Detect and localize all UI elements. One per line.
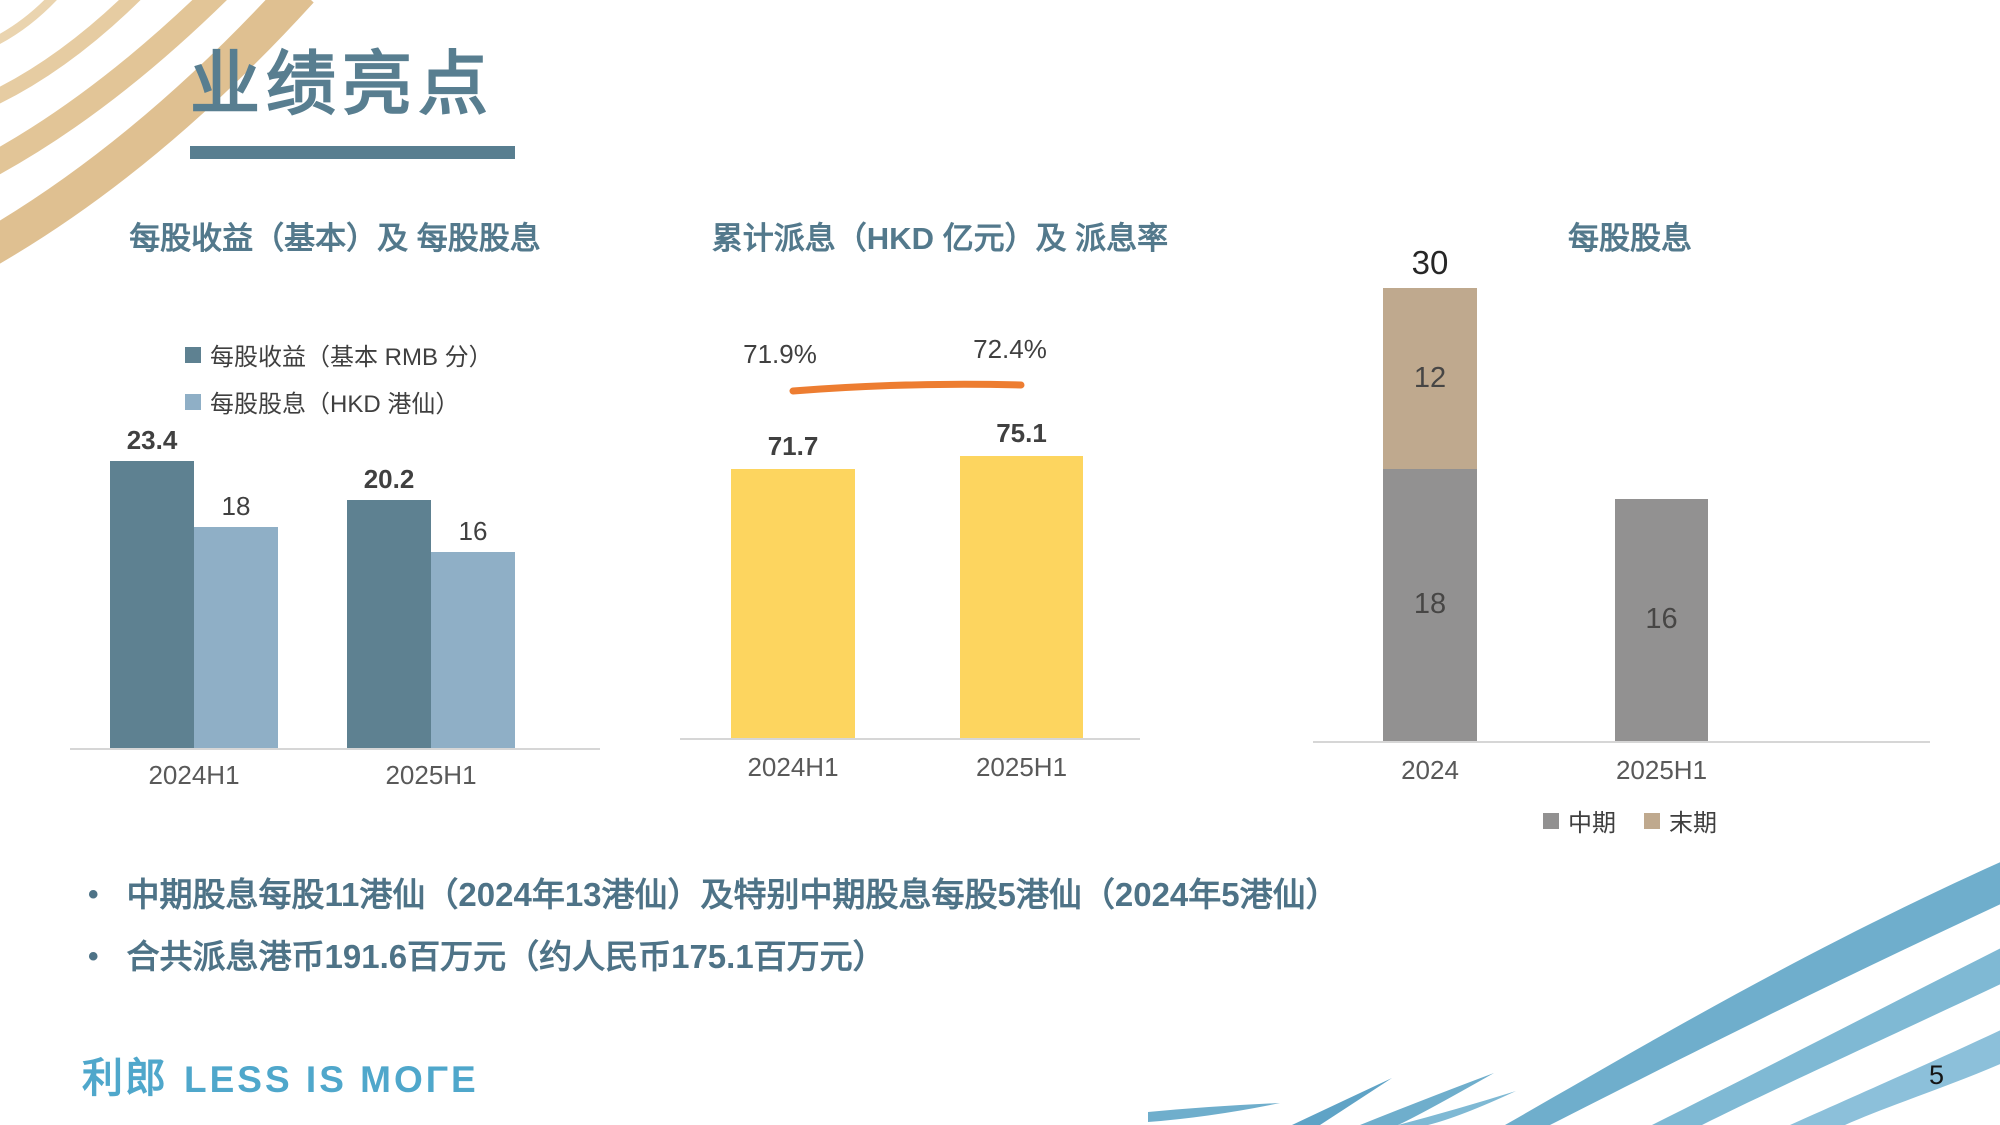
segment-value-label: 18: [1413, 588, 1447, 620]
bar-value-label: 20.2: [363, 464, 415, 494]
legend-label-interim: 中期: [1568, 810, 1616, 837]
legend-label-dps: 每股股息（HKD 港仙）: [210, 391, 460, 418]
bar-value-label: 71.7: [767, 431, 819, 461]
chart-payout-axis: [680, 738, 1140, 740]
bullet-dot: •: [88, 940, 99, 973]
chart-eps-dps-legend: 每股收益（基本 RMB 分） 每股股息（HKD 港仙）: [185, 337, 493, 419]
payout-ratio-label: 72.4%: [973, 334, 1047, 364]
legend-item-final: 末期: [1644, 803, 1717, 838]
segment-value-label: 16: [1645, 603, 1678, 635]
x-axis-label: 2024H1: [148, 760, 240, 790]
page-number: 5: [1928, 1060, 1944, 1090]
legend-label-eps: 每股收益（基本 RMB 分）: [210, 344, 493, 371]
x-axis-label: 2024H1: [747, 752, 839, 782]
logo-wordmark: LESS IS MOΓE: [184, 1059, 479, 1100]
chart-eps-dps-plot: 23.4 18 2024H1 20.2 16 2025H1: [70, 205, 600, 805]
bullet-text: 合共派息港币191.6百万元（约人民币175.1百万元）: [126, 938, 886, 975]
payout-ratio-label: 71.9%: [743, 339, 817, 369]
chart-dps-stacked-title: 每股股息: [1568, 221, 1692, 256]
x-axis-label: 2024: [1401, 755, 1459, 785]
chart-dps-stacked-plot: 18 12 30 2024 16 2025H1: [1310, 205, 1950, 865]
segment-2024-中期: [1383, 469, 1477, 741]
legend-swatch-dps: [185, 393, 201, 410]
bar-2025H1: [960, 456, 1083, 738]
legend-label-final: 末期: [1669, 810, 1717, 837]
bar-2024H1-0: [110, 461, 194, 748]
chart-dps-stacked-axis: [1313, 741, 1930, 743]
segment-2025H1-中期: [1615, 499, 1708, 741]
stack-total-label: 30: [1411, 244, 1449, 281]
legend-item-interim: 中期: [1543, 803, 1616, 838]
legend-swatch-eps: [185, 346, 201, 363]
bar-value-label: 75.1: [996, 418, 1047, 448]
x-axis-label: 2025H1: [975, 752, 1068, 782]
legend-swatch-interim: [1543, 812, 1559, 829]
legend-swatch-final: [1644, 812, 1660, 829]
bar-value-label: 18: [221, 491, 251, 521]
x-axis-label: 2025H1: [385, 760, 477, 790]
bar-2024H1: [731, 469, 855, 738]
bullet-text: 中期股息每股11港仙（2024年13港仙）及特别中期股息每股5港仙（2024年5…: [126, 876, 1339, 913]
bar-value-label: 23.4: [126, 425, 178, 455]
chart-payout-plot: 71.7 2024H1 75.1 2025H1 71.9% 72.4%: [660, 205, 1220, 805]
bar-2024H1-1: [194, 527, 278, 748]
chart-dps-stacked-legend: 中期 末期: [1310, 803, 1950, 838]
bar-2025H1-0: [347, 500, 431, 748]
bullet-item: • 合共派息港币191.6百万元（约人民币175.1百万元）: [88, 936, 1339, 978]
logo-chinese: 利郎: [82, 1055, 168, 1101]
chart-eps-dps: 每股收益（基本）及 每股股息 每股收益（基本 RMB 分） 每股股息（HKD 港…: [70, 205, 600, 805]
chart-payout-title: 累计派息（HKD 亿元）及 派息率: [711, 221, 1169, 256]
x-axis-label: 2025H1: [1615, 755, 1708, 785]
page-title: 业绩亮点: [190, 45, 494, 123]
title-underline: [190, 146, 515, 159]
chart-eps-dps-axis: [70, 748, 600, 750]
segment-value-label: 12: [1413, 361, 1447, 394]
chart-eps-dps-title: 每股收益（基本）及 每股股息: [129, 221, 541, 256]
chart-payout: 累计派息（HKD 亿元）及 派息率 71.7 2024H1 75.1 2025H1 71…: [660, 205, 1220, 805]
bullet-list: • 中期股息每股11港仙（2024年13港仙）及特别中期股息每股5港仙（2024…: [88, 874, 1339, 998]
bullet-item: • 中期股息每股11港仙（2024年13港仙）及特别中期股息每股5港仙（2024…: [88, 874, 1339, 916]
chart-dps-stacked: 每股股息 18 12 30 2024 16 2025H1 中期 末期: [1310, 205, 1950, 865]
bar-2025H1-1: [431, 552, 515, 748]
bullet-dot: •: [88, 878, 99, 911]
segment-2024-末期: [1383, 288, 1477, 469]
legend-item-eps: 每股收益（基本 RMB 分）: [185, 337, 493, 372]
legend-item-dps: 每股股息（HKD 港仙）: [185, 384, 493, 419]
bar-value-label: 16: [458, 516, 488, 546]
lilanz-logo: 利郎 LESS IS MOΓE: [82, 1044, 479, 1104]
